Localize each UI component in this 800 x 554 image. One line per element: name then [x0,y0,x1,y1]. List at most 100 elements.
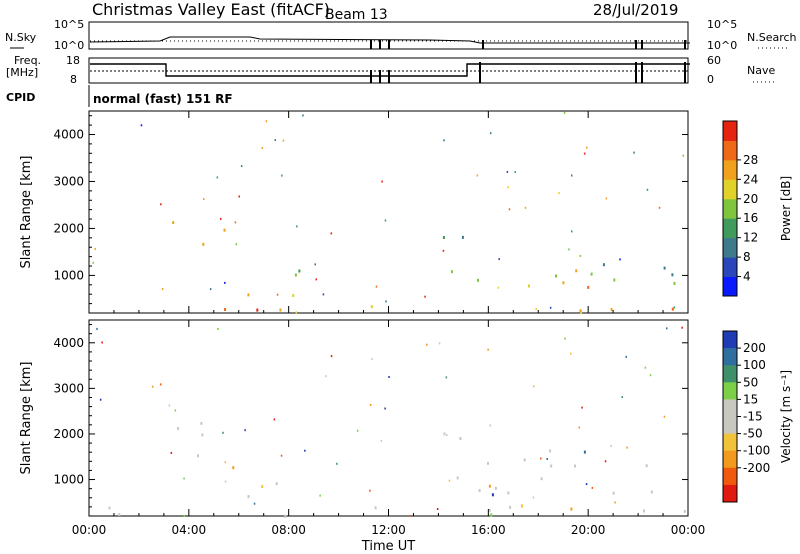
power-colorbar-tick-label: 28 [743,153,758,167]
velocity-echo-cell [488,484,491,488]
velocity-colorbar-tick-label: 50 [743,375,758,389]
power-echo-cell [424,295,426,298]
power-colorbar-tick-label: 12 [743,231,758,245]
velocity-echo-cell [261,485,264,489]
power-echo-cell [673,306,675,309]
velocity-echo-cell [356,429,359,432]
velocity-echo-cell [200,421,203,425]
nave-right-tick-high: 60 [707,54,721,67]
velocity-heatmap-panel: 1000 2000 3000 4000 00:00 04:00 08:00 12:00 16:0… [19,319,793,554]
power-echo-cell [610,308,613,312]
velocity-echo-cell [625,355,627,358]
noise-data-gaps [370,40,686,49]
power-echo-cell [224,281,226,284]
velocity-colorbar-swatch [723,467,737,486]
velocity-echo-cell [681,326,683,329]
velocity-colorbar-swatch [723,416,737,435]
power-echo-cell [279,308,282,312]
velocity-echo-cell [96,327,98,330]
power-echo-cell [384,219,387,222]
velocity-echo-cell [101,341,103,344]
velocity-echo-cell [217,328,219,330]
power-echo-cell [506,170,509,173]
velocity-echo-cell [177,427,180,430]
velocity-echo-cell [247,495,250,499]
velocity-colorbar-tick-label: -200 [743,461,770,475]
velocity-echo-cell [488,508,491,512]
velocity-echo-cell [446,434,448,437]
velocity-echo-cell [583,450,586,454]
velocity-echo-cell [487,348,489,351]
power-echo-cell [209,288,212,291]
freq-left-tick-high: 18 [66,54,80,67]
power-colorbar-swatch [723,218,737,239]
power-echo-cell [646,188,649,191]
cpid-program: normal (fast) 151 RF [93,92,233,106]
power-echo-cell [302,114,304,117]
power-echo-cell [172,221,175,225]
power-echo-cell [571,174,573,177]
velocity-echo-cell [621,396,623,399]
velocity-echo-cell [478,489,481,492]
velocity-y-axis-label: Slant Range [km] [19,362,34,475]
power-echo-cell [281,174,283,177]
velocity-echo-cell [666,327,668,330]
velocity-echo-cell [581,406,583,409]
velocity-echo-cell [253,502,256,505]
velocity-colorbar-swatch [723,450,737,469]
power-echo-cell [294,273,297,277]
velocity-colorbar-swatch [723,484,737,503]
power-echo-cell [555,274,557,278]
velocity-echo-cell [275,482,278,486]
power-echo-cell [94,247,96,250]
frequency-panel: Freq. [MHz] 18 8 60 0 Nave [6,54,775,86]
power-echo-cell [583,152,586,155]
power-echo-cell [238,195,240,198]
velocity-echo-cell [591,486,594,489]
velocity-echo-cell [445,376,448,379]
power-echo-cell [663,266,666,270]
velocity-echo-cell [384,407,386,410]
velocity-echo-cell [436,508,439,510]
velocity-echo-cell [369,489,371,492]
velocity-echo-cell [549,449,552,453]
power-echo-cell [562,281,565,285]
power-echo-cell [563,111,566,114]
velocity-x-tick-label: 20:00 [571,523,606,537]
velocity-echo-cell [99,398,102,401]
power-echo-cell [443,139,445,142]
velocity-echo-cell [456,476,459,480]
velocity-echo-cell [570,507,573,511]
power-echo-cell [605,197,608,200]
velocity-colorbar-tick-label: 15 [743,392,758,406]
velocity-echo-cell [448,479,451,482]
velocity-echo-cell [438,342,441,345]
power-echo-cell [575,269,578,273]
power-echo-cell [461,235,464,239]
velocity-echo-cell [273,418,276,421]
velocity-echo-cell [325,375,327,378]
power-echo-cell [256,308,259,312]
power-echo-cell [498,258,500,261]
cpid-panel: CPID normal (fast) 151 RF [6,85,233,107]
velocity-echo-cell [108,506,111,510]
power-echo-cell [235,243,238,246]
velocity-echo-cell [523,458,526,462]
power-echo-cell [568,248,570,251]
velocity-echo-cell [564,337,566,340]
nave-right-tick-low: 0 [707,73,714,86]
velocity-colorbar-tick-label: -100 [743,444,770,458]
power-echo-cell [477,278,479,282]
power-echo-cell [442,249,445,252]
velocity-echo-cell [644,366,647,369]
power-echo-cell [619,258,621,261]
chart-title: Christmas Valley East (fitACF) [92,0,330,19]
power-echo-cell [315,278,317,281]
power-echo-cell [514,171,516,174]
velocity-echo-cell [643,509,645,513]
noise-sky-trace [89,36,690,44]
velocity-echo-cell [540,457,542,460]
velocity-echo-cell [284,515,287,518]
power-echo-cell [375,285,378,288]
noise-right-tick-low: 10^0 [707,39,737,52]
